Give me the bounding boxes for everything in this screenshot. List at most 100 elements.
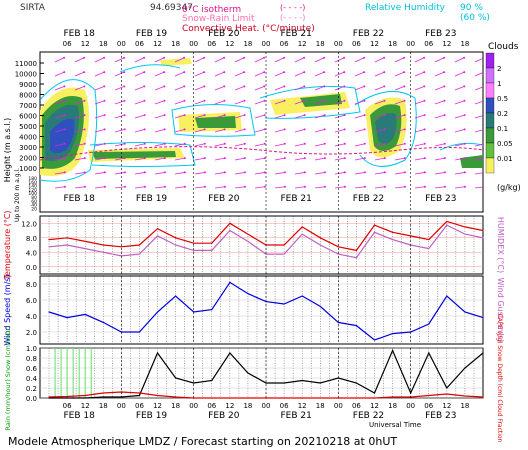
wind-arrow-head <box>223 56 226 59</box>
data-point <box>66 237 68 239</box>
wind-arrow <box>374 86 385 91</box>
wind-arrow-head <box>203 114 206 117</box>
wind-arrow <box>94 157 105 161</box>
wind-arrow-head <box>223 185 226 188</box>
day-label: FEB 21 <box>280 29 311 39</box>
wind-arrow <box>414 57 425 63</box>
wind-arrow <box>414 157 425 161</box>
hour-label: 12 <box>370 40 379 48</box>
wind-arrow-head <box>303 128 306 131</box>
wind-arrow <box>214 143 225 147</box>
data-point <box>464 226 466 228</box>
hour-label: 18 <box>243 40 252 48</box>
data-point <box>355 257 358 259</box>
lower-axis-label: Up to 200 m a.g.l. <box>14 168 21 222</box>
height-tick: 8000 <box>19 92 37 100</box>
wind-arrow <box>414 129 425 133</box>
wind-arrow <box>194 114 205 119</box>
wind-arrow <box>354 172 365 175</box>
wind-arrow-head <box>443 85 446 88</box>
wind-arrow-head <box>283 185 286 188</box>
wind-arrow-head <box>63 71 66 74</box>
wind-arrow <box>234 129 245 133</box>
wind-arrow-head <box>63 128 66 131</box>
wind-arrow <box>134 172 145 175</box>
height-tick: 3000 <box>19 144 37 152</box>
lower-height-tick: 20 <box>31 206 37 212</box>
data-point <box>48 238 50 241</box>
wind-arrow-head <box>484 171 486 173</box>
wind-arrow <box>214 186 225 189</box>
wind-arrow-head <box>263 85 266 88</box>
wind-arrow <box>334 143 345 147</box>
wind-arrow <box>174 129 185 133</box>
wind-arrow-head <box>403 157 406 160</box>
data-point <box>211 397 213 399</box>
wind-arrow-head <box>423 85 426 88</box>
wind-arrow <box>254 71 265 77</box>
hour-label: 06 <box>424 402 433 410</box>
wind-arrow-head <box>443 142 446 145</box>
wind-arrow-head <box>183 56 186 59</box>
wind-arrow <box>374 57 385 63</box>
data-point <box>283 397 285 399</box>
wind-arrow <box>374 172 385 175</box>
wind-arrow <box>474 143 483 147</box>
hour-label: 18 <box>460 40 469 48</box>
wind-arrow-head <box>303 56 306 59</box>
data-point <box>138 394 141 397</box>
y-tick: 8.0 <box>26 235 37 243</box>
wind-arrow <box>474 57 483 63</box>
y-tick: 0.4 <box>26 375 38 383</box>
wind-arrow-head <box>323 142 326 145</box>
wind-arrow <box>134 100 145 105</box>
site-label: SIRTA <box>20 3 46 13</box>
wind-arrow <box>474 100 483 105</box>
wind-arrow <box>194 186 205 189</box>
wind-arrow-head <box>303 142 306 145</box>
wind-arrow-head <box>363 71 366 74</box>
wind-arrow-head <box>443 157 446 160</box>
data-point <box>193 382 195 384</box>
wind-arrow-head <box>483 71 485 73</box>
data-point <box>464 367 466 369</box>
wind-arrow-head <box>383 56 386 59</box>
data-point <box>391 333 394 335</box>
wind-arrow-head <box>383 157 386 160</box>
data-point <box>156 311 159 313</box>
wind-arrow <box>94 186 105 189</box>
data-point <box>138 331 141 333</box>
wind-arrow-head <box>63 142 66 145</box>
data-point <box>175 396 177 398</box>
wind-arrow <box>114 172 125 175</box>
data-point <box>464 311 466 313</box>
wind-arrow <box>254 57 265 63</box>
wind-arrow <box>454 186 465 189</box>
data-point <box>337 321 339 323</box>
wind-arrow <box>354 71 365 77</box>
wind-arrow <box>334 71 345 77</box>
precip-axis-label: Rain (mm/hour) Snow (cm/hour) <box>4 326 12 431</box>
wind-arrow <box>474 172 483 175</box>
data-point <box>84 394 86 397</box>
wind-arrow-head <box>183 171 186 174</box>
data-point <box>464 233 466 235</box>
hour-label: 18 <box>460 402 469 410</box>
wind-arrow-head <box>283 157 286 160</box>
wind-arrow <box>394 157 405 161</box>
wind-arrow <box>114 129 125 133</box>
wind-arrow-head <box>363 128 366 131</box>
hour-label: 00 <box>189 40 198 48</box>
data-point <box>446 393 448 395</box>
wind-arrow-head <box>223 71 226 74</box>
wind-arrow-head <box>203 171 206 174</box>
colorbar-swatch <box>485 82 495 99</box>
wind-arrow <box>414 143 425 147</box>
data-point <box>48 246 50 248</box>
wind-arrow-head <box>83 114 86 117</box>
wind-arrow-head <box>484 143 486 145</box>
data-point <box>229 229 231 232</box>
wind-arrow <box>194 143 205 147</box>
hour-label: 18 <box>243 402 252 410</box>
